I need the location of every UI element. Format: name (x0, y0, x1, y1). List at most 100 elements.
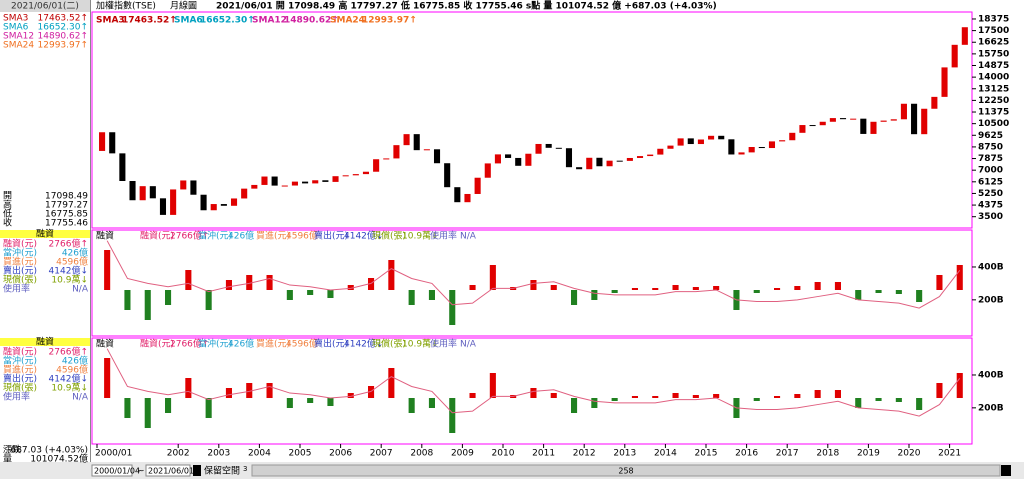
change-label: 漲跌 (3, 445, 21, 456)
bar (611, 398, 618, 401)
bar (144, 290, 151, 320)
candle (779, 140, 786, 142)
bar (652, 396, 659, 398)
candle (809, 125, 816, 127)
bar (571, 290, 578, 305)
bar (591, 398, 598, 408)
margin-value: 10.9萬↓ (51, 382, 88, 394)
bar (936, 275, 943, 290)
candle (444, 163, 451, 188)
candle (241, 188, 248, 199)
bar (368, 386, 375, 398)
volume-value: 101074.52億 (30, 453, 88, 465)
candle (525, 153, 532, 166)
candle (961, 27, 968, 45)
candle (433, 149, 441, 164)
sma-legend: SMA3 (96, 16, 125, 26)
margin-value: 426億 (62, 247, 88, 259)
candle (403, 134, 410, 146)
bar (104, 250, 111, 290)
legend-value: 4142億↓ (344, 230, 383, 242)
candle (931, 96, 938, 109)
bar (225, 388, 232, 398)
x-tick-label: 2004 (248, 449, 271, 459)
bar (834, 282, 841, 290)
bar (794, 286, 801, 290)
bar (814, 282, 821, 290)
bar (956, 265, 963, 290)
scroll-right[interactable] (1001, 465, 1011, 476)
candle (829, 118, 836, 122)
legend-value: N/A (460, 340, 477, 350)
bar (408, 398, 415, 413)
bar (774, 288, 781, 290)
bar (753, 398, 760, 401)
bar (428, 398, 435, 408)
bar (530, 280, 537, 290)
legend-label: 賣出(元) (314, 230, 348, 242)
legend-label: 買進(元) (256, 230, 290, 242)
scroll-count: 258 (618, 467, 633, 476)
bar (895, 290, 902, 294)
bar (956, 373, 963, 398)
candle (383, 158, 390, 160)
margin-label: 賣出(元) (3, 265, 37, 277)
color-box[interactable] (193, 465, 201, 476)
x-tick-label: 2011 (532, 449, 555, 459)
keep-label: 保留空間 (204, 465, 240, 477)
x-tick-label: 2005 (289, 449, 312, 459)
margin-value: 426億 (62, 355, 88, 367)
bar (834, 390, 841, 398)
margin-title: 融資 (36, 336, 54, 348)
candle (454, 187, 461, 203)
y-tick-label: 5250 (978, 189, 1003, 199)
bar (449, 398, 456, 433)
bar (286, 290, 293, 300)
from-select[interactable] (91, 464, 133, 477)
candle (900, 103, 907, 120)
candle (474, 177, 481, 194)
bar (165, 398, 172, 413)
legend-value: 426億 (228, 230, 254, 242)
to-select[interactable] (145, 464, 191, 477)
x-tick-label: 2010 (492, 449, 515, 459)
margin-head (0, 338, 90, 346)
scrollbar[interactable] (251, 464, 1001, 477)
y-tick-label: 14000 (978, 73, 1009, 83)
candle (352, 174, 359, 176)
legend-value: 2766億↑ (170, 338, 209, 350)
bar (449, 290, 456, 325)
change-value: 687.03 (+4.03%) (10, 446, 88, 456)
bar (124, 290, 131, 310)
bar (753, 290, 760, 293)
candle (494, 154, 501, 164)
bar (144, 398, 151, 428)
legend-label: 現償(張) (372, 231, 406, 242)
candle (322, 180, 329, 182)
panel-title: 融資 (96, 338, 114, 350)
bar (550, 393, 557, 398)
margin-value: N/A (72, 285, 89, 295)
legend-value: 426億 (228, 338, 254, 350)
candle (819, 121, 826, 126)
candle (251, 184, 258, 189)
x-tick-label: 2017 (776, 449, 799, 459)
legend-label: 賣出(元) (314, 338, 348, 350)
bar (104, 358, 111, 398)
period: 月線圖 (170, 0, 197, 12)
ohlc-label: 高 (3, 199, 12, 211)
candle (170, 189, 177, 215)
bar (469, 393, 476, 398)
ohlc-label: 低 (3, 208, 12, 220)
main-frame (91, 11, 973, 229)
candle (708, 135, 715, 140)
bar (814, 390, 821, 398)
bar (185, 270, 192, 290)
candle (860, 118, 867, 134)
candle (505, 154, 512, 158)
x-tick-label: 2016 (735, 449, 758, 459)
bar (571, 398, 578, 413)
x-tick-label: 2002 (167, 449, 190, 459)
legend-label: 融資(元) (140, 230, 174, 242)
bar (855, 398, 862, 408)
